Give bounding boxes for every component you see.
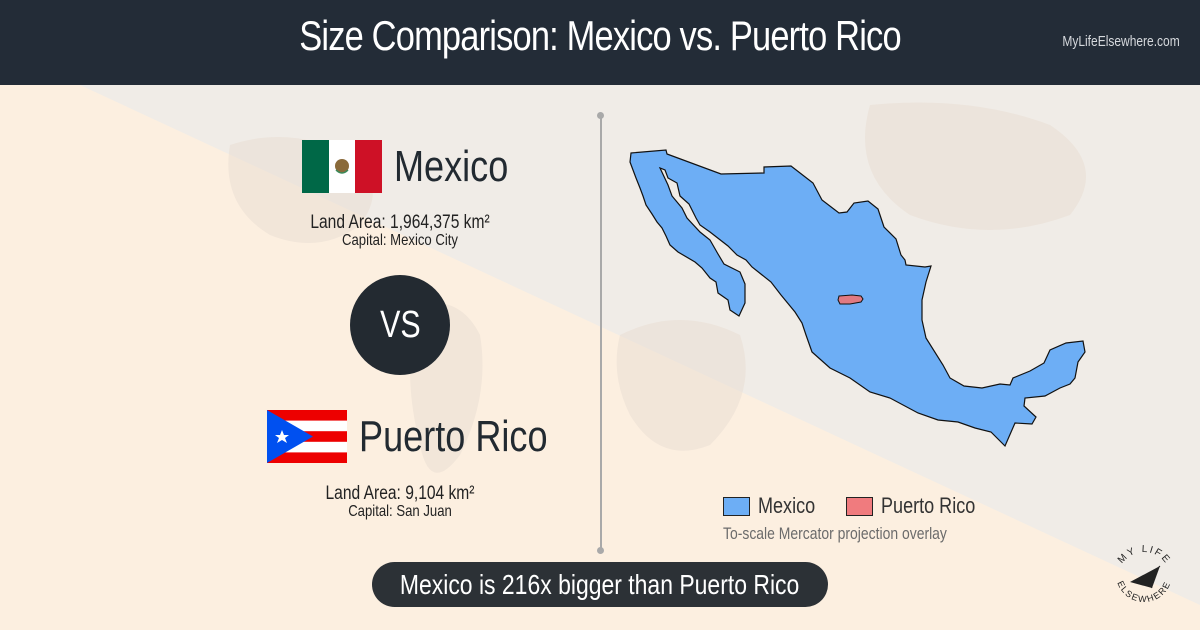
mexico-flag-icon (302, 140, 382, 193)
country-a-name: Mexico (394, 141, 509, 191)
country-b-land-area: Land Area: 9,104 km² (325, 483, 475, 504)
country-a-capital: Capital: Mexico City (342, 232, 458, 249)
country-b-name: Puerto Rico (359, 411, 548, 461)
map-note: To-scale Mercator projection overlay (723, 524, 947, 543)
site-link[interactable]: MyLifeElsewhere.com (1062, 33, 1180, 50)
country-a-heading: Mexico (302, 140, 533, 193)
header-bar: Size Comparison: Mexico vs. Puerto Rico … (0, 0, 1200, 85)
svg-text:MY LIFE: MY LIFE (1116, 544, 1173, 567)
country-b-info: Land Area: 9,104 km² Capital: San Juan (250, 483, 550, 521)
legend-label-puerto-rico: Puerto Rico (880, 493, 975, 518)
comparison-banner: Mexico is 216x bigger than Puerto Rico (372, 562, 828, 607)
divider-top-dot (597, 112, 604, 119)
mylifeelsewhere-logo-icon: MY LIFE ELSEWHERE (1115, 544, 1173, 604)
country-b-heading: Puerto Rico (267, 410, 589, 463)
country-a-land-area: Land Area: 1,964,375 km² (310, 212, 490, 233)
divider-bottom-dot (597, 547, 604, 554)
page-title: Size Comparison: Mexico vs. Puerto Rico (299, 12, 901, 59)
puerto-rico-shape (837, 294, 864, 305)
country-a-info: Land Area: 1,964,375 km² Capital: Mexico… (250, 212, 550, 250)
country-b-capital: Capital: San Juan (348, 503, 452, 520)
puerto-rico-flag-icon (267, 410, 347, 463)
divider (600, 115, 602, 550)
legend-swatch-puerto-rico (845, 496, 873, 516)
vs-label: VS (379, 303, 421, 346)
legend-label-mexico: Mexico (758, 493, 816, 518)
vs-badge: VS (350, 275, 450, 375)
map-legend: Mexico Puerto Rico (723, 493, 996, 519)
legend-swatch-mexico (723, 496, 750, 516)
comparison-text: Mexico is 216x bigger than Puerto Rico (400, 568, 800, 600)
